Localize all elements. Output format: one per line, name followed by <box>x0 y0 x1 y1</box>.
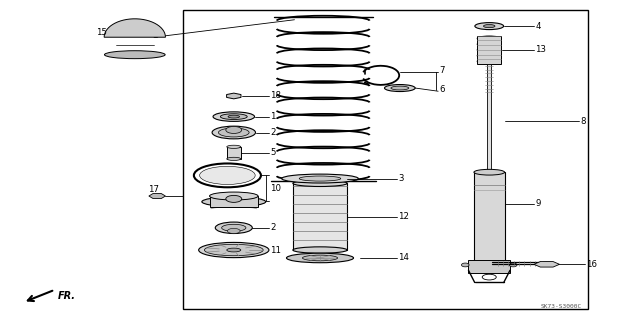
Ellipse shape <box>385 85 415 92</box>
Text: 12: 12 <box>398 212 409 221</box>
Ellipse shape <box>226 196 242 202</box>
Ellipse shape <box>475 23 504 30</box>
Text: 2: 2 <box>270 128 276 137</box>
Polygon shape <box>149 194 166 198</box>
Polygon shape <box>227 93 241 99</box>
Bar <box>468 260 510 273</box>
Bar <box>227 147 241 159</box>
Ellipse shape <box>227 157 241 160</box>
Bar <box>293 183 347 250</box>
Text: 1: 1 <box>270 112 276 121</box>
Ellipse shape <box>202 197 266 206</box>
Ellipse shape <box>293 180 347 187</box>
Text: SK73-S3000C: SK73-S3000C <box>541 304 582 309</box>
Text: 8: 8 <box>580 117 586 126</box>
Bar <box>487 64 492 179</box>
Ellipse shape <box>300 176 340 181</box>
Ellipse shape <box>483 25 495 28</box>
Ellipse shape <box>220 114 247 120</box>
Text: 9: 9 <box>535 199 541 208</box>
Text: 16: 16 <box>586 260 597 269</box>
Ellipse shape <box>221 224 246 231</box>
Ellipse shape <box>226 126 242 133</box>
Text: 14: 14 <box>398 254 409 263</box>
Text: 13: 13 <box>535 45 546 55</box>
Text: 18: 18 <box>270 92 281 100</box>
Ellipse shape <box>303 255 337 261</box>
Ellipse shape <box>215 222 252 234</box>
Ellipse shape <box>231 95 236 97</box>
Ellipse shape <box>218 128 249 137</box>
Bar <box>209 196 258 206</box>
Text: FR.: FR. <box>58 291 76 301</box>
Ellipse shape <box>282 174 358 183</box>
Ellipse shape <box>477 36 501 41</box>
Ellipse shape <box>200 166 255 184</box>
Ellipse shape <box>293 247 347 253</box>
Bar <box>474 172 504 263</box>
Ellipse shape <box>104 51 165 59</box>
Text: 11: 11 <box>270 246 281 255</box>
Ellipse shape <box>474 169 504 175</box>
Text: 6: 6 <box>440 85 445 94</box>
Ellipse shape <box>477 48 501 52</box>
Ellipse shape <box>227 145 241 148</box>
Text: 2: 2 <box>270 223 276 232</box>
Ellipse shape <box>198 242 269 258</box>
Ellipse shape <box>509 263 517 267</box>
Bar <box>477 36 501 64</box>
Ellipse shape <box>391 86 409 90</box>
Ellipse shape <box>227 228 240 234</box>
Ellipse shape <box>287 253 353 263</box>
Text: 7: 7 <box>440 66 445 75</box>
Bar <box>182 10 588 309</box>
Text: 3: 3 <box>398 174 403 183</box>
Ellipse shape <box>477 59 501 64</box>
Polygon shape <box>104 19 166 37</box>
Text: 15: 15 <box>97 28 108 37</box>
Text: 5: 5 <box>270 148 276 157</box>
Text: 4: 4 <box>535 22 541 31</box>
Ellipse shape <box>209 192 258 200</box>
Polygon shape <box>534 262 559 267</box>
Ellipse shape <box>477 42 501 47</box>
Ellipse shape <box>477 53 501 58</box>
Ellipse shape <box>461 263 469 267</box>
Ellipse shape <box>228 115 239 118</box>
Ellipse shape <box>227 248 241 252</box>
Ellipse shape <box>482 274 496 280</box>
Ellipse shape <box>212 126 255 139</box>
Text: 10: 10 <box>270 184 281 193</box>
Ellipse shape <box>213 112 255 122</box>
Ellipse shape <box>204 244 263 256</box>
Text: 17: 17 <box>148 185 159 194</box>
